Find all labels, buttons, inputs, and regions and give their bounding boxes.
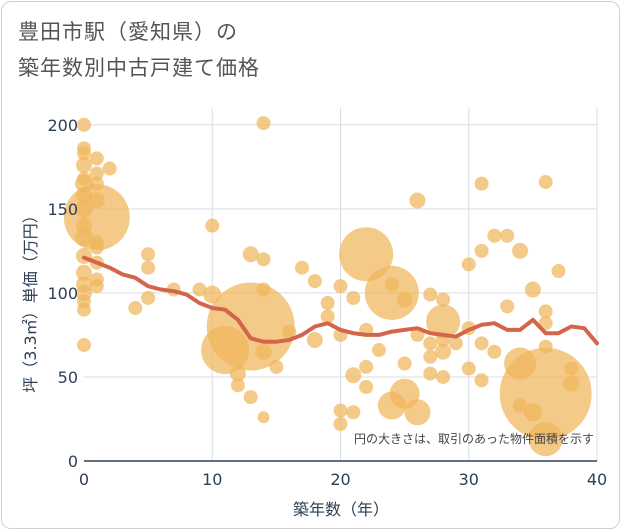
bubble-107 (551, 264, 566, 279)
bubble-75 (423, 287, 438, 302)
chart-title: 豊田市駅（愛知県）の 築年数別中古戸建て価格 (18, 14, 260, 86)
bubble-0 (77, 117, 91, 132)
bubble-108 (564, 361, 579, 376)
bubble-40 (242, 246, 259, 263)
bubble-76 (423, 336, 438, 351)
y-tick-100: 100 (47, 284, 78, 303)
bubble-87 (461, 361, 476, 376)
bubble-30 (141, 260, 156, 275)
x-tick-labels: 0 10 20 30 40 (79, 470, 607, 489)
bubble-28 (128, 301, 143, 316)
bubble-2 (77, 146, 91, 161)
size-legend-note: 円の大きさは、取引のあった物件面積を示す (354, 431, 594, 446)
x-tick-40: 40 (587, 470, 607, 489)
bubble-52 (320, 295, 335, 310)
bubble-63 (359, 359, 374, 374)
bubble-72 (409, 192, 426, 209)
bubble-70 (397, 356, 412, 371)
title-line-2: 築年数別中古戸建て価格 (18, 56, 260, 80)
bubble-18 (89, 166, 104, 181)
bubble-99 (524, 281, 541, 298)
bubble-11 (76, 264, 92, 281)
bubble-39 (206, 282, 295, 371)
bubble-53 (320, 309, 335, 324)
bubble-31 (141, 290, 156, 305)
x-axis-label: 築年数（年） (293, 500, 389, 519)
bubble-96 (512, 242, 529, 259)
bubble-21 (63, 184, 130, 251)
bubble-109 (563, 375, 580, 392)
bubble-57 (333, 417, 348, 432)
bubble-61 (339, 227, 394, 282)
bubble-93 (487, 344, 502, 359)
bubble-23 (89, 240, 104, 255)
trend-line (82, 255, 599, 346)
y-tick-150: 150 (47, 200, 78, 219)
bubble-41 (256, 252, 271, 267)
bubble-16 (77, 338, 91, 353)
bubble-35 (192, 282, 207, 297)
bubble-88 (474, 176, 489, 191)
bubbles (63, 116, 592, 457)
bubble-43 (255, 343, 272, 360)
bubble-68 (384, 277, 399, 292)
bubble-78 (423, 366, 438, 381)
bubble-95 (500, 299, 515, 314)
bubble-38 (230, 378, 245, 393)
bubble-47 (269, 359, 284, 374)
y-tick-50: 50 (58, 368, 78, 387)
bubble-64 (359, 380, 374, 395)
bubble-91 (474, 373, 489, 388)
bubble-59 (345, 367, 362, 384)
bubble-102 (538, 304, 553, 319)
bubble-82 (435, 343, 452, 360)
bubble-89 (474, 243, 489, 258)
bubble-77 (423, 349, 438, 364)
bubble-69 (396, 291, 413, 308)
bubble-45 (257, 411, 270, 424)
bubble-48 (282, 324, 297, 339)
bubble-60 (346, 405, 361, 420)
bubble-101 (538, 174, 553, 189)
y-axis-label: 坪（3.3㎡）単価（万円） (21, 207, 40, 392)
bubble-44 (243, 390, 258, 405)
title-line-1: 豊田市駅（愛知県）の (18, 20, 238, 44)
x-tick-0: 0 (79, 470, 89, 489)
x-tick-20: 20 (330, 470, 350, 489)
bubble-46 (256, 116, 271, 131)
bubble-74 (404, 399, 431, 426)
bubble-106 (528, 422, 563, 457)
x-tick-10: 10 (202, 470, 222, 489)
bubble-84 (448, 336, 463, 351)
bubble-26 (89, 279, 104, 294)
bubble-94 (500, 228, 515, 243)
bubble-92 (487, 228, 502, 243)
bubble-79 (436, 292, 451, 307)
bubble-58 (346, 290, 361, 305)
bubble-56 (333, 403, 348, 418)
grid (84, 108, 598, 461)
y-tick-0: 0 (68, 452, 78, 471)
bubble-85 (461, 257, 476, 272)
bubble-29 (141, 247, 156, 262)
bubble-65 (371, 343, 386, 358)
bubble-83 (436, 369, 451, 384)
bubble-33 (205, 218, 220, 233)
bubble-17 (89, 151, 104, 166)
bubble-49 (295, 260, 310, 275)
bubble-42 (256, 282, 271, 297)
bubble-3 (76, 157, 92, 174)
bubble-66 (364, 265, 419, 320)
bubble-54 (333, 279, 348, 294)
bubble-27 (102, 161, 117, 176)
bubble-80 (426, 304, 461, 339)
y-tick-200: 200 (47, 116, 78, 135)
bubble-90 (474, 336, 489, 351)
y-tick-labels: 0 50 100 150 200 (47, 116, 78, 471)
bubble-15 (77, 302, 91, 317)
bubble-50 (307, 274, 322, 289)
x-tick-30: 30 (459, 470, 479, 489)
bubble-51 (306, 331, 323, 348)
